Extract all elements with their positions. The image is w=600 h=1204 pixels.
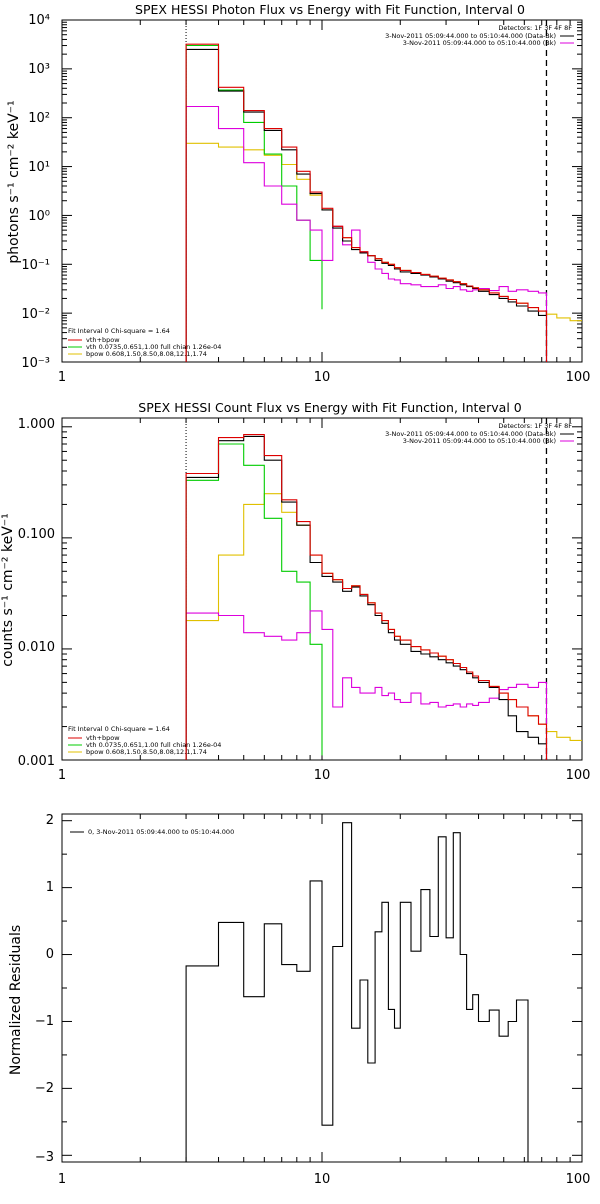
photon-x-tick-label: 100 [566,370,591,385]
residuals-x-tick-label: 100 [566,1172,591,1187]
photon-legend-bottom: Fit Interval 0 Chi-square = 1.64 vth+bpo… [68,327,221,358]
count-legend-total-entry: vth+bpow [86,734,120,742]
residuals-legend-entry: 0, 3-Nov-2011 05:09:44.000 to 05:10:44.0… [88,828,234,836]
count-y-tick-label: 0.100 [18,527,55,542]
photon-legend-vth-entry: vth 0.0735,0.651,1.00 full chian 1.26e-0… [86,343,221,351]
count-legend-fit-header: Fit Interval 0 Chi-square = 1.64 [68,725,170,733]
count-series [185,434,582,760]
series-data-line [185,435,548,760]
photon-axis-ticks [61,19,582,363]
series-data-line [185,48,548,362]
count-y-tick-labels: 0.001 0.010 0.100 1.000 [18,417,55,769]
photon-y-tick-label: 10³ [28,62,50,77]
photon-y-axis-label: photons s⁻¹ cm⁻² keV⁻¹ [6,100,22,263]
photon-flux-panel: SPEX HESSI Photon Flux vs Energy with Fi… [6,2,590,385]
count-legend-vth-entry: vth 0.0735,0.651,1.00 full chian 1.26e-0… [86,741,221,749]
count-flux-panel: SPEX HESSI Count Flux vs Energy with Fit… [0,400,590,783]
series-vth-line [185,443,323,760]
series-vth-line [185,44,323,362]
count-y-tick-label: 0.010 [18,640,55,655]
residuals-x-tick-labels: 1 10 100 [58,1172,591,1187]
photon-chart-title: SPEX HESSI Photon Flux vs Energy with Fi… [135,2,525,17]
photon-x-tick-label: 10 [314,370,331,385]
series-vth-plus-bpow-line [185,43,548,362]
residuals-y-tick-label: 0 [46,947,54,962]
count-fit-range-markers [185,418,548,760]
photon-x-tick-labels: 1 10 100 [58,370,591,385]
count-legend-bpow-entry: bpow 0.608,1.50,8.50,8.08,12.1,1.74 [86,748,207,756]
photon-y-tick-labels: 10⁻³ 10⁻² 10⁻¹ 10⁰ 10¹ 10² 10³ 10⁴ [21,13,50,371]
count-x-tick-label: 1 [58,768,66,783]
residuals-panel: Normalized Residuals −3 −2 −1 0 1 2 1 10… [8,813,590,1187]
residuals-y-tick-label: 2 [46,813,54,828]
count-y-tick-label: 0.001 [18,754,55,769]
photon-x-tick-label: 1 [58,370,66,385]
photon-legend-bpow-entry: bpow 0.608,1.50,8.50,8.08,12.1,1.74 [86,350,207,358]
residuals-y-tick-label: 1 [46,880,54,895]
photon-legend-total-entry: vth+bpow [86,336,120,344]
count-legend-background-entry: 3-Nov-2011 05:09:44.000 to 05:10:44.000 … [403,437,556,445]
photon-legend-background-entry: 3-Nov-2011 05:09:44.000 to 05:10:44.000 … [403,39,556,47]
photon-y-tick-label: 10¹ [28,160,50,175]
photon-legend-data-entry: 3-Nov-2011 05:09:44.000 to 05:10:44.000 … [385,32,556,40]
count-y-axis-label: counts s⁻¹ cm⁻² keV⁻¹ [0,513,16,667]
photon-y-tick-label: 10⁻¹ [21,258,50,273]
count-x-tick-labels: 1 10 100 [58,768,591,783]
residuals-y-axis-label: Normalized Residuals [8,925,24,1075]
photon-y-tick-label: 10⁻² [21,307,50,322]
series-background-line [185,105,548,362]
photon-fit-range-markers [185,20,548,362]
photon-plot-frame [61,19,583,363]
residuals-y-tick-labels: −3 −2 −1 0 1 2 [35,813,54,1165]
residuals-x-tick-label: 10 [314,1172,331,1187]
residuals-y-tick-label: −2 [35,1081,54,1096]
photon-legend-top: Detectors: 1F 3F 4F 8F 3-Nov-2011 05:09:… [385,24,574,47]
residuals-axis-ticks [61,814,582,1162]
count-legend-data-entry: 3-Nov-2011 05:09:44.000 to 05:10:44.000 … [385,430,556,438]
count-legend-header: Detectors: 1F 3F 4F 8F [498,422,572,430]
count-x-tick-label: 10 [314,768,331,783]
residuals-series [185,822,547,1163]
photon-legend-header: Detectors: 1F 3F 4F 8F [498,24,572,32]
series-background-line [185,610,548,760]
photon-series [185,43,582,362]
count-x-tick-label: 100 [566,768,591,783]
photon-y-tick-label: 10⁴ [28,13,50,28]
residuals-x-tick-label: 1 [58,1172,66,1187]
count-y-tick-label: 1.000 [18,417,55,432]
series-bpow-line [185,493,582,760]
series-vth-plus-bpow-line [185,434,548,760]
photon-y-tick-label: 10⁰ [28,209,50,224]
residuals-y-tick-label: −3 [35,1150,54,1165]
count-chart-title: SPEX HESSI Count Flux vs Energy with Fit… [138,400,521,415]
series-bpow-line [185,142,582,362]
series-residuals-line [185,822,547,1163]
count-legend-bottom: Fit Interval 0 Chi-square = 1.64 vth+bpo… [68,725,221,756]
count-legend-top: Detectors: 1F 3F 4F 8F 3-Nov-2011 05:09:… [385,422,574,445]
photon-y-tick-label: 10² [28,111,50,126]
residuals-legend: 0, 3-Nov-2011 05:09:44.000 to 05:10:44.0… [70,828,234,836]
photon-legend-fit-header: Fit Interval 0 Chi-square = 1.64 [68,327,170,335]
photon-y-tick-label: 10⁻³ [21,356,50,371]
residuals-y-tick-label: −1 [35,1014,54,1029]
